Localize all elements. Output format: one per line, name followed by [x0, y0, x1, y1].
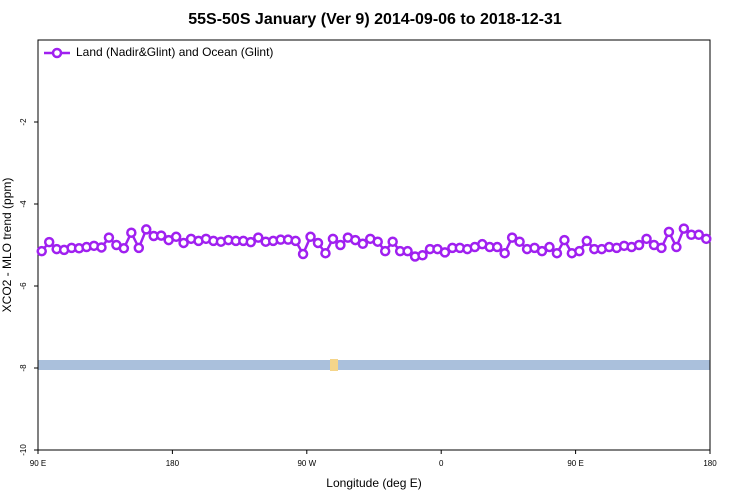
map-strip: [38, 359, 710, 371]
point: [506, 232, 518, 243]
ocean-strip: [38, 360, 710, 370]
point: [417, 250, 428, 261]
point: [387, 236, 398, 247]
chart-title: 55S-50S January (Ver 9) 2014-09-06 to 20…: [188, 11, 562, 28]
y-tick-label: -8: [19, 364, 28, 372]
point: [581, 235, 593, 247]
point: [551, 247, 563, 259]
point: [536, 245, 548, 257]
point: [372, 236, 383, 247]
point: [141, 224, 152, 235]
point: [43, 236, 55, 248]
point: [253, 232, 264, 243]
point: [297, 248, 309, 260]
y-tick-label: -6: [19, 282, 28, 290]
point: [103, 232, 115, 243]
point: [312, 237, 324, 249]
point: [379, 245, 391, 257]
point: [514, 236, 525, 247]
y-tick-label: -2: [19, 118, 28, 126]
y-axis-label: XCO2 - MLO trend (ppm): [0, 178, 14, 313]
point: [701, 233, 712, 245]
point: [491, 241, 503, 253]
x-axis-label: Longitude (deg E): [326, 476, 421, 490]
legend-marker: [51, 47, 63, 59]
point: [357, 238, 369, 250]
point: [327, 233, 339, 245]
point: [155, 230, 167, 241]
point: [574, 245, 585, 257]
x-tick-label: 180: [703, 459, 717, 468]
point: [402, 245, 413, 257]
y-tick-label: -10: [19, 444, 28, 456]
point: [133, 242, 145, 254]
point: [693, 229, 705, 240]
point: [96, 242, 107, 253]
point: [178, 237, 189, 249]
point: [544, 241, 555, 253]
point: [678, 223, 690, 234]
x-tick-label: 90 E: [567, 459, 583, 468]
x-tick-label: 90 W: [297, 459, 316, 468]
point: [36, 245, 47, 257]
land-patch: [330, 359, 338, 371]
y-tick-label: -4: [19, 200, 28, 208]
plot-frame: [37, 39, 711, 451]
point: [126, 227, 137, 238]
point: [170, 231, 182, 243]
point: [290, 235, 301, 247]
x-tick-label: 0: [439, 459, 444, 468]
point: [559, 234, 570, 246]
x-tick-label: 180: [166, 459, 180, 468]
point: [439, 247, 451, 258]
point: [335, 239, 346, 251]
point: [118, 243, 130, 254]
x-tick-label: 90 E: [30, 459, 46, 468]
point: [671, 241, 682, 253]
legend-label: Land (Nadir&Glint) and Ocean (Glint): [76, 45, 273, 59]
point: [656, 242, 667, 254]
point: [305, 231, 316, 243]
point: [633, 239, 645, 251]
point: [320, 247, 331, 259]
point: [663, 226, 675, 238]
point: [245, 236, 257, 248]
point: [641, 233, 652, 245]
point: [499, 247, 510, 259]
